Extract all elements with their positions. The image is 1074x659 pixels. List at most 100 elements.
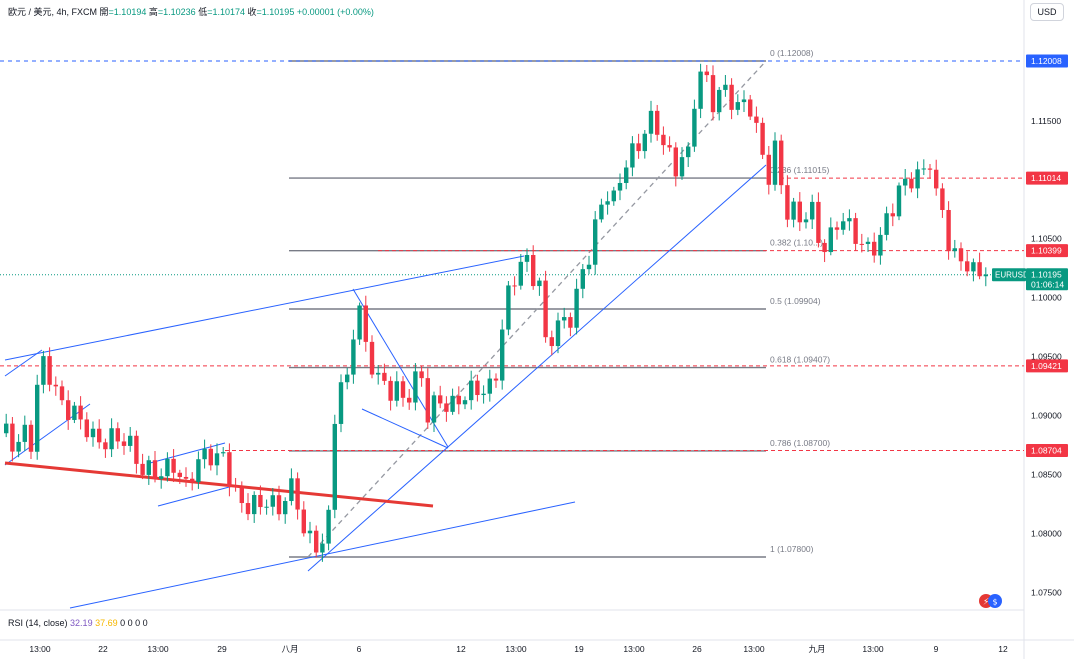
candle-body — [487, 378, 492, 394]
candle-body — [264, 506, 269, 508]
candle-body — [859, 243, 864, 245]
candle-body — [580, 269, 585, 289]
candle-body — [853, 218, 858, 244]
candle-body — [965, 261, 970, 272]
candle-body — [506, 285, 511, 330]
fib-trend-line[interactable] — [307, 60, 767, 558]
candle-body — [524, 254, 530, 262]
time-tick-label: 九月 — [808, 644, 825, 654]
time-tick-label: 22 — [98, 644, 108, 654]
tradingview-logo-icon[interactable]: ⚡ $ — [978, 590, 1004, 612]
candle-body — [630, 143, 635, 168]
candle-body — [890, 213, 895, 217]
candle-body — [221, 452, 226, 454]
horizontal-lines[interactable] — [0, 60, 1024, 451]
rsi-title: RSI (14, close) — [8, 618, 68, 628]
fib-level-label: 0.382 (1.10...) — [770, 238, 823, 248]
drawings-layer[interactable] — [4, 164, 767, 609]
price-tick-label: 1.09000 — [1031, 411, 1062, 421]
candle-body — [642, 133, 647, 152]
candle-body — [661, 134, 666, 146]
candle-body — [363, 305, 368, 342]
candle-body — [940, 188, 945, 210]
candle-body — [78, 405, 83, 420]
currency-button[interactable]: USD — [1030, 3, 1064, 21]
open-label: 開 — [99, 7, 109, 17]
svg-text:⚡: ⚡ — [983, 598, 989, 608]
symbol-badge[interactable] — [992, 268, 1026, 282]
time-axis[interactable]: 13:00 22 13:00 29 八月 6 12 13:00 19 13:00 26 13:00 九月… — [29, 644, 1008, 654]
candle-body — [599, 204, 604, 220]
rsi-value-1: 32.19 — [70, 618, 93, 628]
candle-body — [779, 140, 784, 186]
red-trendline[interactable] — [4, 461, 434, 508]
fibonacci-retracement[interactable]: 0 (1.12008) 0.236 (1.11015) 0.382 (1.10...… — [289, 48, 830, 558]
candle-body — [202, 448, 207, 460]
candle-body — [946, 209, 951, 252]
price-label-badge[interactable] — [1026, 359, 1068, 373]
channel-upper-trendline[interactable] — [4, 255, 525, 361]
time-tick-label: 29 — [217, 644, 227, 654]
candle-body — [704, 71, 709, 76]
countdown-text: 01:06:14 — [1031, 280, 1064, 290]
candle-body — [617, 182, 623, 191]
current-price-badge[interactable] — [1026, 268, 1068, 291]
current-price-text: 1.10195 — [1031, 270, 1062, 280]
candle-body — [909, 178, 914, 189]
candle-body — [686, 146, 691, 158]
symbol-badge-text: EURUSD — [995, 271, 1029, 280]
flag-lower-line[interactable] — [157, 485, 234, 507]
candle-body — [810, 201, 815, 220]
candle-body — [109, 428, 114, 450]
time-tick-label: 13:00 — [29, 644, 51, 654]
flag-upper-line[interactable] — [149, 442, 226, 464]
candle-body — [314, 530, 319, 553]
price-label-badge[interactable] — [1026, 54, 1068, 68]
candle-body — [729, 84, 734, 110]
candle-body — [655, 110, 660, 135]
candle-body — [121, 441, 127, 446]
price-label-badge[interactable] — [1026, 171, 1068, 185]
candle-body — [338, 382, 344, 424]
price-tick-label: 1.07500 — [1031, 587, 1062, 597]
time-tick-label: 9 — [934, 644, 939, 654]
candle-body — [785, 185, 790, 220]
low-label: 低 — [198, 7, 208, 17]
candle-body — [425, 378, 430, 423]
support-trendline[interactable] — [307, 164, 767, 572]
candle-body — [438, 395, 443, 404]
rsi-legend[interactable]: RSI (14, close) 32.19 37.69 0 0 0 0 — [8, 618, 148, 628]
candle-body — [345, 374, 350, 383]
candle-body — [196, 459, 201, 483]
candle-body — [369, 341, 375, 375]
candle-body — [475, 380, 480, 396]
time-tick-label: 26 — [692, 644, 702, 654]
candle-body — [692, 108, 697, 147]
candle-body — [97, 428, 102, 443]
candle-body — [35, 384, 40, 452]
candle-body — [723, 84, 728, 90]
price-axis[interactable]: 1.11500 1.10500 1.10000 1.09500 1.09000 1.085… — [992, 54, 1068, 598]
candle-body — [884, 213, 889, 235]
candle-body — [593, 219, 598, 265]
fib-level-label: 0.618 (1.09407) — [770, 355, 830, 365]
candle-body — [456, 395, 461, 405]
symbol-header: 欧元 / 美元, 4h, FXCM 開=1.10194 高=1.10236 低=… — [8, 5, 374, 18]
small-channel-upper[interactable] — [4, 349, 43, 377]
candle-body — [865, 241, 871, 244]
price-label-badge[interactable] — [1026, 244, 1068, 258]
candle-body — [648, 110, 654, 134]
price-tick-label: 1.11500 — [1031, 116, 1061, 126]
small-channel-lower[interactable] — [4, 403, 91, 466]
candle-body — [28, 424, 34, 452]
candle-body — [822, 242, 827, 253]
candle-body — [772, 140, 778, 185]
candle-body — [921, 168, 926, 170]
svg-text:$: $ — [992, 598, 997, 607]
candle-body — [239, 487, 244, 504]
price-label-badge[interactable] — [1026, 443, 1068, 457]
wedge-lower-line[interactable] — [361, 408, 449, 449]
candle-body — [741, 99, 747, 103]
